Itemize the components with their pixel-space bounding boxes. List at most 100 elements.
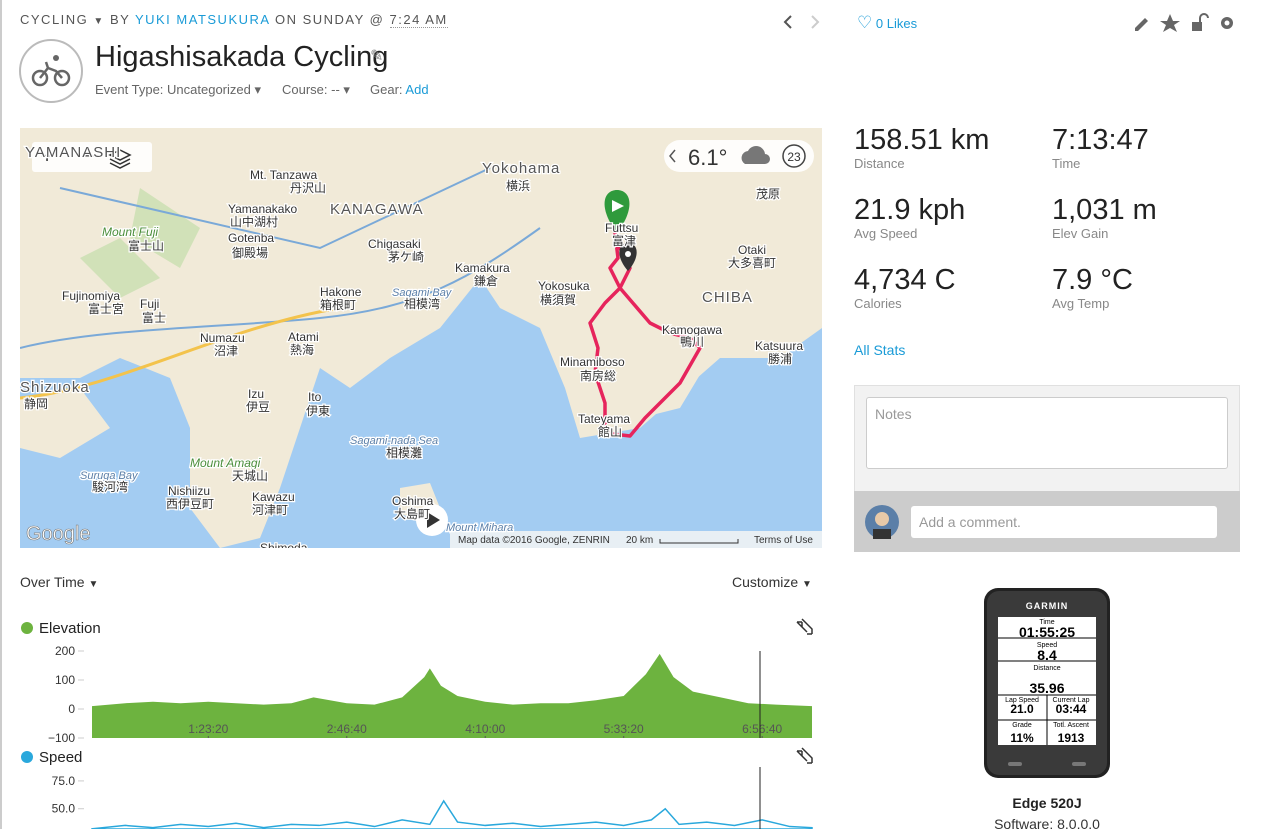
device-name: Edge 520J [1012, 795, 1082, 811]
edit-icon[interactable]: ✎ [370, 48, 384, 65]
y-tick-label: 75.0 [52, 774, 76, 788]
map-label: Fuji [140, 297, 159, 311]
map-label: Otaki [738, 243, 766, 257]
screen-label: Grade [1012, 722, 1032, 729]
toolbar-icons[interactable] [1130, 10, 1240, 34]
map-label: CHIBA [702, 289, 753, 306]
likes-count[interactable]: 0 Likes [875, 16, 918, 31]
map-label: 富士 [142, 310, 166, 325]
map-label: Shizuoka [20, 379, 90, 396]
user-avatar [865, 505, 899, 539]
screen-label: Current Lap [1053, 697, 1090, 704]
map-label: 御殿場 [232, 245, 268, 260]
screen-value: 01:55:25 [1019, 624, 1075, 640]
stat-value: 158.51 km [854, 124, 990, 156]
legend-dot [21, 622, 33, 634]
google-logo: Google [26, 523, 91, 545]
map-label: 相模灘 [386, 446, 422, 460]
comment-input[interactable]: Add a comment. [911, 506, 1217, 538]
map-label: Nishiizu [168, 484, 210, 498]
screen-label: Totl. Ascent [1053, 722, 1089, 729]
map-label: 大多喜町 [728, 256, 776, 270]
map-label: 伊豆 [246, 400, 270, 414]
page-border [0, 0, 2, 829]
screen-label: Speed [1037, 642, 1057, 649]
nav-arrows[interactable] [778, 12, 828, 32]
map-label: 駿河湾 [92, 479, 128, 494]
charts: Elevation 200 100 0 −100 1:23:20 2:46:40 4:10:0… [21, 618, 813, 829]
gear-label: Gear: [370, 82, 403, 97]
over-time-menu[interactable]: Over Time ▼ [20, 574, 99, 590]
map-label: Shimoda [260, 541, 308, 548]
map-label: 山中湖村 [230, 214, 278, 229]
event-type-text[interactable]: Event Type: Uncategorized [95, 82, 251, 97]
map-label: Hakone [320, 285, 362, 299]
map-label: 館山 [598, 424, 622, 439]
map-label: Yokosuka [538, 279, 590, 293]
author[interactable]: YUKI MATSUKURA [134, 12, 270, 27]
map-label: 大島町 [394, 506, 430, 521]
likes[interactable]: ♡ 0 Likes [857, 13, 918, 32]
chart-title: Speed [39, 749, 82, 766]
all-stats-link[interactable]: All Stats [854, 342, 906, 358]
map-label: 沼津 [214, 344, 238, 358]
screen-value: 8.4 [1037, 647, 1057, 663]
course[interactable]: Course: -- ▾ [282, 82, 350, 97]
expand-icon[interactable] [796, 618, 813, 635]
gear-add[interactable]: Add [405, 82, 429, 97]
customize-menu[interactable]: Customize ▼ [732, 574, 812, 590]
device-brand: GARMIN [1026, 601, 1069, 611]
x-tick-label: 6:56:40 [742, 722, 782, 736]
map-label: Mount Fuji [102, 225, 158, 239]
map-label: 伊東 [306, 404, 330, 418]
start-time[interactable]: 7:24 AM [389, 12, 448, 28]
stat-value: 21.9 kph [854, 194, 966, 226]
chart-title: Elevation [39, 620, 101, 637]
stat-value: 7.9 °C [1052, 264, 1133, 296]
event-type[interactable]: Event Type: Uncategorized ▾ [95, 82, 261, 97]
y-tick-label: 50.0 [52, 802, 76, 816]
map-label: 富津 [612, 233, 636, 248]
map-terms[interactable]: Terms of Use [754, 535, 813, 546]
map-label: Chigasaki [368, 237, 421, 251]
screen-value: 11% [1010, 731, 1034, 745]
map-label: Minamiboso [560, 355, 625, 369]
customize[interactable]: Customize [732, 574, 799, 590]
legend-dot [21, 751, 33, 763]
stat-label: Distance [854, 156, 905, 171]
y-tick-label: 100 [55, 673, 75, 687]
map-label: Kawazu [252, 490, 295, 504]
map-label: 富士宮 [88, 301, 124, 316]
map-label: 茂原 [756, 187, 780, 201]
svg-text:−: − [83, 143, 96, 168]
x-tick-label: 5:33:20 [604, 722, 644, 736]
course-text[interactable]: Course: -- [282, 82, 340, 97]
map-label: Futtsu [605, 221, 638, 235]
y-tick-label: 200 [55, 644, 75, 658]
expand-icon[interactable] [796, 747, 813, 764]
map-label: 富士山 [128, 238, 164, 253]
map-label: Tateyama [578, 412, 630, 426]
activity-type[interactable]: CYCLING [20, 12, 89, 27]
stat-value: 1,031 m [1052, 194, 1157, 226]
map-label: Fujinomiya [62, 289, 120, 303]
notes-input[interactable]: Notes [866, 397, 1228, 469]
map-label: 茅ケ崎 [388, 250, 424, 264]
map-label: Kamakura [455, 261, 510, 275]
map-label: 天城山 [232, 469, 268, 483]
map-label: Mount Mihara [446, 522, 513, 534]
map-label: Atami [288, 330, 319, 344]
map-label: Sagami-nada Sea [350, 435, 438, 447]
stat-label: Time [1052, 156, 1081, 171]
screen-value: 35.96 [1029, 680, 1064, 696]
map-scale: 20 km [626, 535, 653, 546]
over-time[interactable]: Over Time [20, 574, 85, 590]
map-label: YAMANASHI [25, 144, 121, 161]
screen-value: 21.0 [1010, 702, 1034, 716]
map-label: KANAGAWA [330, 201, 424, 218]
map-label: 静岡 [24, 397, 48, 411]
map[interactable]: + − YAMANASHI Yokohama 横浜 KANAGAWA Mt. Tanzaw… [20, 128, 822, 548]
stat-value: 7:13:47 [1052, 124, 1149, 156]
map-label: Numazu [200, 331, 245, 345]
map-label: 横浜 [506, 179, 530, 193]
